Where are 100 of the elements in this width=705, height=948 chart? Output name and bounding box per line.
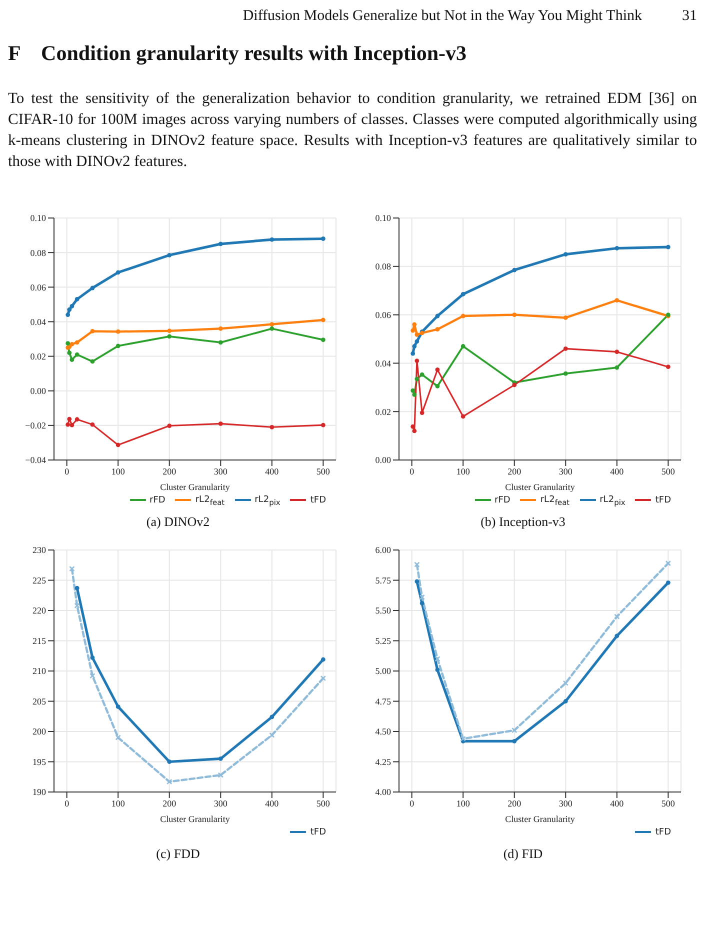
point [167,760,172,764]
x-tick-label: 400 [265,466,280,476]
point [563,699,568,704]
legend-label: tFD [655,827,671,838]
x-tick-label: 500 [316,798,330,808]
y-tick-label: 205 [32,696,46,706]
point [269,732,275,738]
point [270,424,274,430]
point [69,566,75,572]
point [74,352,80,357]
y-tick-label: 0.02 [375,406,391,417]
point [412,344,417,348]
point [460,344,466,348]
point [270,326,274,331]
point [414,376,420,382]
x-axis-title: Cluster Granularity [160,814,230,824]
point [270,714,274,720]
y-tick-label: 0.08 [375,262,392,272]
point [412,428,417,434]
point [320,338,326,342]
point [414,358,420,363]
x-tick-label: 500 [661,798,676,808]
point [435,368,440,372]
y-tick-label: 4.25 [375,756,392,767]
text: (c) FDD [155,846,201,862]
x-tick-label: 0 [410,798,415,808]
point [166,778,172,785]
point [66,341,70,346]
x-tick-label: 400 [265,798,280,808]
y-tick-label: 190 [32,787,46,798]
point [74,340,80,345]
point [67,350,72,356]
x-tick-label: 100 [111,798,126,808]
point [74,602,80,609]
point [414,332,420,337]
point [116,442,120,448]
y-tick-label: 0.04 [30,316,46,327]
x-axis-title: Cluster Granularity [505,482,576,492]
point [435,327,440,332]
x-tick-label: 300 [558,466,573,476]
point [115,734,121,740]
x-tick-label: 500 [316,466,330,476]
legend-label: rL2$_{feat}$ [540,495,570,508]
point [320,675,326,682]
point [460,736,466,742]
x-tick-label: 0 [64,466,70,476]
x-tick-label: 200 [508,798,522,808]
x-tick-label: 100 [111,466,126,476]
legend-label: rL2$_{pix}$ [254,495,280,508]
y-tick-label: 225 [32,575,46,586]
point [218,422,223,426]
text: (b) Inception-v3 [480,514,566,530]
legend-label: rFD [494,495,510,506]
point [435,384,440,388]
point [70,358,74,362]
y-tick-label: 5.00 [375,666,392,676]
x-tick-label: 300 [214,798,228,808]
point [435,314,440,318]
point [512,738,517,744]
y-tick-label: 4.75 [375,696,392,706]
x-tick-label: 100 [456,466,470,476]
point [419,594,425,600]
point [414,579,420,584]
y-tick-label: 6.00 [375,545,392,556]
point [67,416,72,422]
point [66,312,70,317]
point [90,329,95,334]
y-tick-label: 0.10 [375,213,392,224]
text: (a) DINOv2 [145,514,211,530]
point [66,422,70,427]
point [116,704,120,709]
y-tick-label: 195 [32,756,46,767]
point [614,246,620,250]
y-tick-label: 5.50 [375,606,392,616]
point [218,772,224,778]
point [270,237,274,242]
legend-label: rL2$_{pix}$ [600,495,626,508]
point [614,350,620,354]
y-tick-label: 0.08 [30,248,46,258]
point [460,292,466,296]
point [90,359,95,364]
x-axis-title: Cluster Granularity [160,482,230,492]
x-tick-label: 0 [410,466,415,476]
text: To test the sensitivity of the generalization behavior to condition granularity, we retrained EDM [36] on CIFAR-10 for 100M images across varying numbers of classes. Classes were computed algorithmically using k-means clustering in DINOv2 feature space. Results with Inception-v3 features are qualitatively similar to those with DINOv2 features. [8,89,697,172]
x-tick-label: 200 [508,466,522,476]
x-tick-label: 300 [214,466,228,476]
legend-label: rFD [150,495,166,506]
point [562,680,568,686]
point [420,372,424,377]
y-tick-label: 4.00 [375,787,392,798]
text: (d) FID [502,846,544,862]
y-tick-label: 0.10 [30,213,46,224]
point [167,334,172,339]
y-tick-label: −0.04 [25,455,46,466]
point [512,382,517,388]
y-tick-label: 210 [32,666,46,676]
y-tick-label: 0.00 [30,386,46,396]
y-tick-label: 200 [32,726,46,737]
point [512,727,518,734]
point [410,424,416,429]
